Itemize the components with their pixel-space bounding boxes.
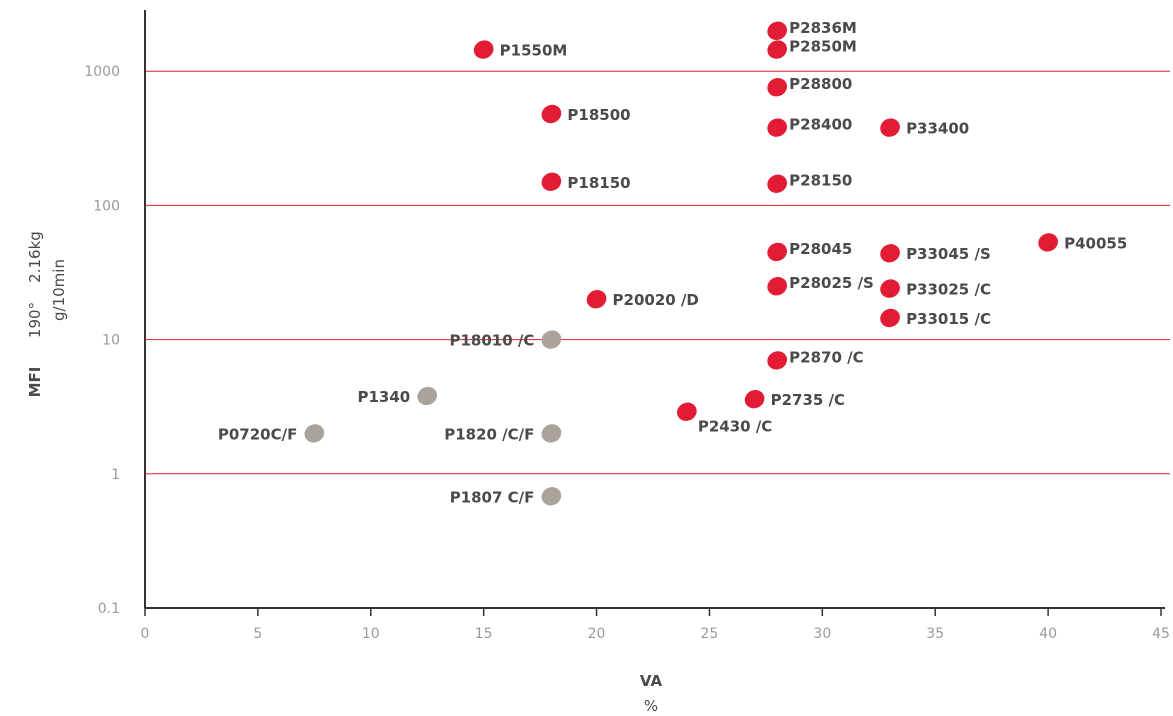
point-marker-p28045 xyxy=(767,242,788,262)
y-axis-ticks: 0.1 1 10 100 1000 xyxy=(84,64,120,617)
point-label-p18500: P18500 xyxy=(567,106,630,124)
point-marker-p2850m xyxy=(767,40,788,59)
point-label-p2430-c: P2430 /C xyxy=(698,418,772,436)
y-tick-label-100: 100 xyxy=(93,198,120,214)
point-label-p33400: P33400 xyxy=(906,120,969,138)
x-tick-label-25: 25 xyxy=(701,626,719,642)
point-label-p28045: P28045 xyxy=(789,240,852,258)
x-tick-label-5: 5 xyxy=(253,626,262,642)
point-label-p2836m: P2836M xyxy=(789,19,857,37)
point-marker-p1340 xyxy=(417,386,438,406)
point-label-p2870-c: P2870 /C xyxy=(789,348,863,366)
point-label-p0720c-f: P0720C/F xyxy=(218,425,297,443)
x-tick-label-15: 15 xyxy=(475,626,493,642)
point-label-p40055: P40055 xyxy=(1064,234,1127,252)
point-marker-p0720c-f xyxy=(304,424,325,443)
point-marker-p2735-c xyxy=(744,389,765,409)
point-label-p20020-d: P20020 /D xyxy=(613,291,699,309)
point-label-p1340: P1340 xyxy=(357,388,410,406)
x-tick-label-45: 45 xyxy=(1152,626,1170,642)
x-axis-ticks: 0 5 10 15 20 25 30 35 40 45 xyxy=(141,608,1170,642)
point-marker-p33015-c xyxy=(880,308,900,328)
point-label-p33025-c: P33025 /C xyxy=(906,281,991,299)
point-label-p28150: P28150 xyxy=(789,172,852,190)
x-tick-label-40: 40 xyxy=(1039,626,1057,642)
point-marker-p33400 xyxy=(880,118,900,137)
point-label-p1820-c-f: P1820 /C/F xyxy=(444,425,534,443)
point-marker-p40055 xyxy=(1038,233,1058,252)
point-marker-p33045-s xyxy=(880,244,900,263)
point-marker-p18500 xyxy=(541,104,562,124)
point-marker-p18150 xyxy=(541,172,562,191)
point-marker-p2836m xyxy=(767,21,788,40)
point-marker-p20020-d xyxy=(586,290,607,309)
point-label-p18010-c: P18010 /C xyxy=(450,332,535,350)
point-label-p1550m: P1550M xyxy=(500,42,568,60)
point-marker-p1807-c-f xyxy=(541,487,562,506)
point-marker-p1550m xyxy=(473,40,494,59)
y-axis-load: 2.16kg xyxy=(26,231,44,283)
point-marker-p28150 xyxy=(767,174,788,193)
y-axis-temperature: 190° xyxy=(26,302,44,338)
point-label-p28800: P28800 xyxy=(789,75,852,93)
point-label-p33045-s: P33045 /S xyxy=(906,245,991,263)
point-marker-p33025-c xyxy=(880,279,900,298)
y-axis-title-group: MFI 190° 2.16kg g/10min xyxy=(26,231,68,397)
x-tick-label-10: 10 xyxy=(362,626,380,642)
y-tick-label-0.1: 0.1 xyxy=(98,601,120,617)
x-tick-label-30: 30 xyxy=(813,626,831,642)
point-label-p33015-c: P33015 /C xyxy=(906,310,991,328)
point-label-p18150: P18150 xyxy=(567,174,630,192)
y-tick-label-1: 1 xyxy=(111,467,120,483)
x-axis-unit: % xyxy=(644,697,658,715)
point-marker-p28025-s xyxy=(767,277,788,296)
axes xyxy=(144,10,1165,609)
gridlines xyxy=(145,70,1170,475)
point-marker-p28400 xyxy=(767,118,788,137)
y-tick-label-10: 10 xyxy=(102,333,120,349)
point-label-p28025-s: P28025 /S xyxy=(789,274,874,292)
x-tick-label-35: 35 xyxy=(926,626,944,642)
x-tick-label-20: 20 xyxy=(588,626,606,642)
x-axis-title: VA xyxy=(640,672,663,690)
point-marker-p28800 xyxy=(767,78,788,97)
point-marker-p2870-c xyxy=(767,351,788,370)
point-marker-p2430-c xyxy=(677,402,697,421)
y-axis-unit: g/10min xyxy=(50,259,68,321)
point-marker-p18010-c xyxy=(541,330,562,349)
x-tick-label-0: 0 xyxy=(141,626,150,642)
point-label-p28400: P28400 xyxy=(789,116,852,134)
point-label-p1807-c-f: P1807 C/F xyxy=(450,488,535,506)
point-label-p2850m: P2850M xyxy=(789,38,857,56)
y-axis-title: MFI xyxy=(26,367,44,398)
point-marker-p1820-c-f xyxy=(541,424,562,443)
y-tick-label-1000: 1000 xyxy=(84,64,120,80)
point-label-p2735-c: P2735 /C xyxy=(771,391,845,409)
